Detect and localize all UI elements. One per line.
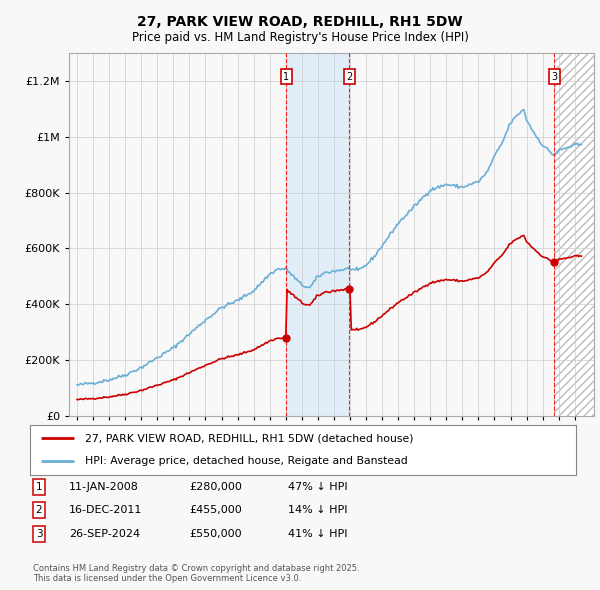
Text: 27, PARK VIEW ROAD, REDHILL, RH1 5DW (detached house): 27, PARK VIEW ROAD, REDHILL, RH1 5DW (de…	[85, 433, 413, 443]
Text: 3: 3	[35, 529, 43, 539]
Text: 1: 1	[283, 72, 289, 82]
Text: HPI: Average price, detached house, Reigate and Banstead: HPI: Average price, detached house, Reig…	[85, 457, 407, 467]
Text: 2: 2	[346, 72, 352, 82]
Text: £550,000: £550,000	[189, 529, 242, 539]
Text: £455,000: £455,000	[189, 506, 242, 515]
Bar	[286, 53, 349, 416]
Text: £280,000: £280,000	[189, 482, 242, 491]
Text: 16-DEC-2011: 16-DEC-2011	[69, 506, 142, 515]
Text: 27, PARK VIEW ROAD, REDHILL, RH1 5DW: 27, PARK VIEW ROAD, REDHILL, RH1 5DW	[137, 15, 463, 29]
Text: 14% ↓ HPI: 14% ↓ HPI	[288, 506, 347, 515]
Text: 1: 1	[35, 482, 43, 491]
Text: 47% ↓ HPI: 47% ↓ HPI	[288, 482, 347, 491]
Text: Price paid vs. HM Land Registry's House Price Index (HPI): Price paid vs. HM Land Registry's House …	[131, 31, 469, 44]
Bar	[554, 53, 594, 416]
Bar	[554, 53, 594, 416]
Text: 11-JAN-2008: 11-JAN-2008	[69, 482, 139, 491]
Text: 26-SEP-2024: 26-SEP-2024	[69, 529, 140, 539]
Text: 41% ↓ HPI: 41% ↓ HPI	[288, 529, 347, 539]
Text: Contains HM Land Registry data © Crown copyright and database right 2025.
This d: Contains HM Land Registry data © Crown c…	[33, 563, 359, 583]
Text: 3: 3	[551, 72, 557, 82]
Text: 2: 2	[35, 506, 43, 515]
